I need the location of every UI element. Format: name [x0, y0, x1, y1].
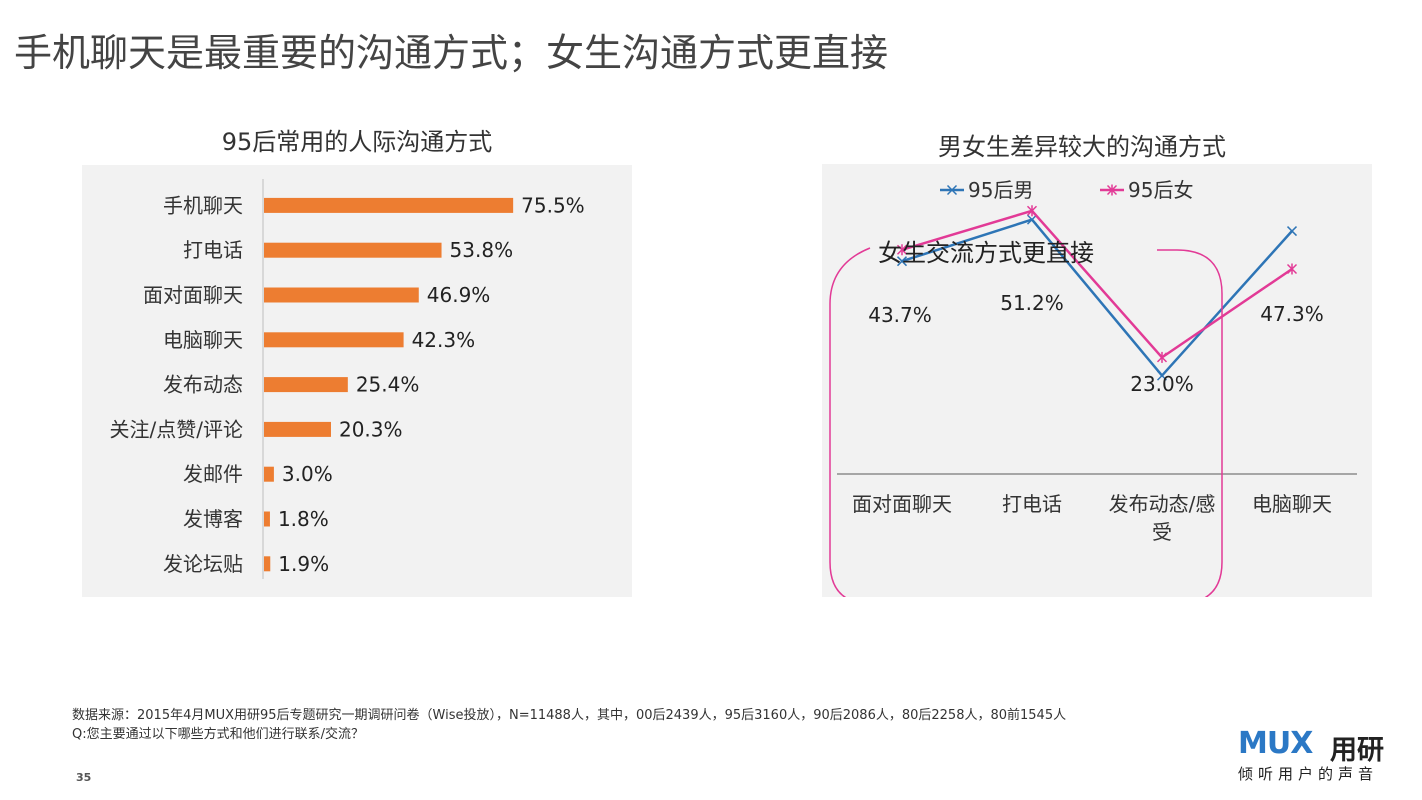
page-number: 35: [76, 771, 92, 784]
bar-category-label: 电脑聊天: [163, 328, 243, 352]
bar-value-label: 1.8%: [278, 507, 329, 531]
series-line: [901, 209, 1293, 359]
bar: [264, 421, 331, 437]
marker-stroke: [1026, 214, 1038, 225]
bar-category-label: 面对面聊天: [143, 283, 243, 307]
bar: [264, 556, 271, 572]
legend-marker: [1106, 184, 1118, 196]
line-category-label: 发布动态/感: [1109, 492, 1216, 516]
data-point: [1026, 205, 1038, 217]
data-point: [896, 256, 908, 267]
data-point: [1286, 263, 1298, 275]
bar-category-label: 发邮件: [183, 462, 243, 486]
data-label: 23.0%: [1130, 372, 1194, 396]
data-source: 数据来源：2015年4月MUX用研95后专题研究一期调研问卷（Wise投放），N…: [72, 708, 1067, 723]
data-label: 51.2%: [1000, 291, 1064, 315]
bar: [264, 197, 514, 213]
bar: [264, 377, 348, 393]
bar-value-label: 1.9%: [278, 552, 329, 576]
legend-label: 95后女: [1128, 178, 1193, 202]
logo-name: 用研: [1330, 735, 1384, 766]
page-title: 手机聊天是最重要的沟通方式；女生沟通方式更直接: [14, 31, 889, 75]
bar-value-label: 46.9%: [427, 283, 491, 307]
legend-label: 95后男: [968, 178, 1033, 202]
bar-chart-title: 95后常用的人际沟通方式: [221, 128, 493, 156]
bar-category-label: 发布动态: [163, 373, 243, 397]
bar-category-label: 关注/点赞/评论: [110, 417, 243, 441]
data-label: 43.7%: [868, 303, 932, 327]
bar: [264, 242, 442, 258]
bar-category-label: 发博客: [183, 507, 243, 531]
line-category-label: 打电话: [1002, 492, 1062, 516]
logo-tagline: 倾听用户的声音: [1238, 765, 1379, 783]
bar: [264, 511, 270, 527]
bar-category-label: 手机聊天: [163, 193, 243, 217]
bar-value-label: 25.4%: [356, 373, 420, 397]
bar: [264, 466, 274, 482]
mux-logo: MUX 用研 倾听用户的声音: [1238, 726, 1398, 786]
marker-stroke: [896, 256, 908, 267]
bar: [264, 287, 419, 303]
bar-value-label: 42.3%: [412, 328, 476, 352]
data-point: [1026, 214, 1038, 225]
bar-value-label: 20.3%: [339, 417, 403, 441]
footer-note: 数据来源：2015年4月MUX用研95后专题研究一期调研问卷（Wise投放），N…: [72, 706, 1066, 744]
line-chart-panel: 95后男 95后女面对面聊天 打电话 发布动态/感受 电脑聊天 43.7% 51.2% 23.…: [822, 164, 1372, 605]
data-point: [1156, 351, 1168, 363]
marker-stroke: [1286, 226, 1298, 237]
marker-stroke: [946, 184, 958, 196]
bar-category-label: 发论坛贴: [163, 552, 243, 576]
survey-question: Q:您主要通过以下哪些方式和他们进行联系/交流？: [72, 727, 364, 742]
bar-value-label: 53.8%: [450, 238, 514, 262]
bar-chart: 手机聊天 75.5% 打电话 53.8% 面对面聊天 46.9% 电脑聊天 42.3% 发布动态…: [110, 179, 585, 579]
line-chart-title: 男女生差异较大的沟通方式: [938, 133, 1226, 161]
data-label: 47.3%: [1260, 302, 1324, 326]
bar-value-label: 75.5%: [521, 193, 585, 217]
legend-marker: [946, 184, 958, 196]
line-category-label: 电脑聊天: [1252, 492, 1332, 516]
series-line: [901, 218, 1293, 377]
line-category-label: 面对面聊天: [852, 492, 952, 516]
bar-category-label: 打电话: [183, 238, 243, 262]
line-category-label: 受: [1152, 520, 1172, 544]
bar-chart-panel: 手机聊天 75.5% 打电话 53.8% 面对面聊天 46.9% 电脑聊天 42.3% 发布动态…: [82, 165, 632, 597]
data-point: [1286, 226, 1298, 237]
bar: [264, 332, 404, 348]
data-point: [1156, 370, 1168, 381]
logo-mark: MUX: [1238, 726, 1313, 761]
data-point: [896, 244, 908, 256]
annotation-text: 女生交流方式更直接: [878, 239, 1094, 267]
bar-value-label: 3.0%: [282, 462, 333, 486]
marker-stroke: [1156, 370, 1168, 381]
